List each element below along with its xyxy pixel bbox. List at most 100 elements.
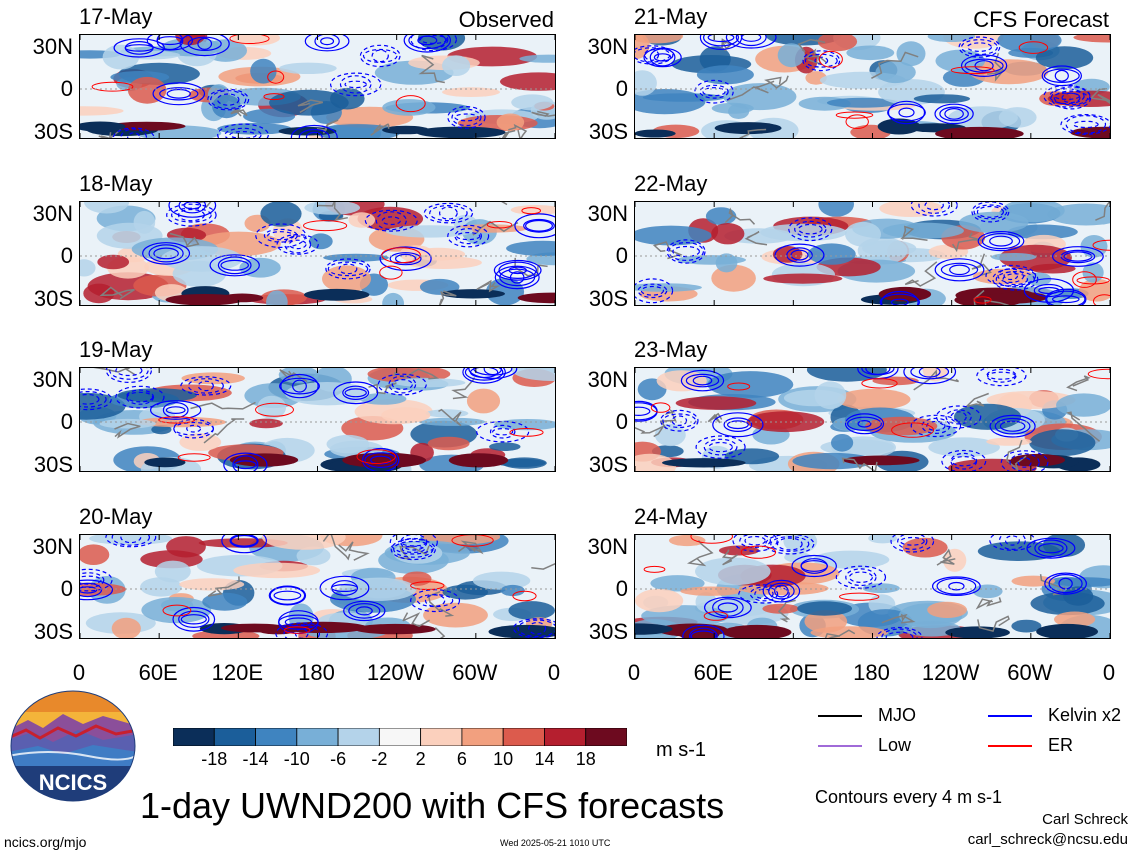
colorbar-tick-label: -6	[330, 749, 347, 769]
latitude-label: 0	[60, 76, 73, 101]
contour-note: Contours every 4 m s-1	[815, 787, 1003, 807]
longitude-label: 180	[853, 660, 890, 685]
latitude-label: 30N	[587, 367, 628, 392]
colorbar-tick-label: 6	[456, 749, 467, 769]
svg-text:NCICS: NCICS	[39, 770, 107, 795]
legend-swatch	[818, 745, 862, 747]
latitude-label: 30N	[587, 34, 628, 59]
colorbar-tick-label: 14	[534, 749, 555, 769]
panel-date: 23-May	[634, 337, 708, 362]
panel-date: 20-May	[79, 504, 153, 529]
latitude-label: 30N	[32, 534, 73, 559]
wind-map	[80, 35, 555, 138]
latitude-label: 0	[615, 243, 628, 268]
map-panel-24-may	[634, 534, 1111, 639]
main-title: 1-day UWND200 with CFS forecasts	[140, 785, 725, 826]
latitude-label: 30S	[33, 286, 73, 311]
wind-map	[80, 368, 555, 471]
wind-map	[635, 202, 1110, 305]
legend-swatch	[988, 745, 1032, 747]
latitude-label: 30S	[588, 452, 628, 477]
panel-date: 21-May	[634, 4, 708, 29]
wind-map	[80, 202, 555, 305]
map-panel-18-may	[79, 201, 556, 306]
author-name: Carl Schreck	[1042, 811, 1128, 828]
latitude-label: 30N	[587, 201, 628, 226]
colorbar-swatch	[213, 727, 256, 747]
longitude-label: 120W	[921, 660, 980, 685]
map-panel-22-may	[634, 201, 1111, 306]
colorbar-swatches	[172, 727, 628, 747]
legend-swatch	[818, 715, 862, 717]
longitude-label: 120W	[366, 660, 425, 685]
latitude-label: 0	[615, 76, 628, 101]
map-panel-19-may	[79, 367, 556, 472]
timestamp: Wed 2025-05-21 1010 UTC	[500, 838, 611, 848]
longitude-label: 60E	[138, 660, 178, 685]
colorbar-units: m s-1	[656, 739, 706, 761]
panel-source-label: Observed	[458, 7, 554, 32]
wind-map	[635, 35, 1110, 138]
latitude-label: 30S	[33, 119, 73, 144]
longitude-label: 120E	[766, 660, 819, 685]
map-panel-17-may	[79, 34, 556, 139]
panel-date: 18-May	[79, 171, 153, 196]
latitude-label: 30N	[587, 534, 628, 559]
longitude-label: 0	[547, 660, 561, 685]
longitude-label: 120E	[211, 660, 264, 685]
colorbar	[172, 727, 628, 747]
latitude-label: 30S	[588, 286, 628, 311]
longitude-label: 180	[298, 660, 335, 685]
colorbar-tick-label: 10	[493, 749, 514, 769]
colorbar-swatch	[337, 727, 380, 747]
panel-date: 17-May	[79, 4, 153, 29]
colorbar-swatch	[296, 727, 339, 747]
map-panel-21-may	[634, 34, 1111, 139]
panel-date: 19-May	[79, 337, 153, 362]
legend-label: ER	[1048, 735, 1074, 755]
colorbar-tick-label: -18	[201, 749, 228, 769]
latitude-label: 30S	[33, 619, 73, 644]
longitude-label: 0	[627, 660, 641, 685]
latitude-label: 0	[615, 576, 628, 601]
legend-label: MJO	[878, 705, 916, 725]
latitude-label: 30S	[588, 619, 628, 644]
panel-date: 24-May	[634, 504, 708, 529]
map-panel-20-may	[79, 534, 556, 639]
latitude-label: 30N	[32, 34, 73, 59]
latitude-label: 30S	[588, 119, 628, 144]
longitude-label: 0	[1102, 660, 1116, 685]
colorbar-swatch	[502, 727, 545, 747]
colorbar-tick-label: 2	[415, 749, 426, 769]
colorbar-swatch	[255, 727, 298, 747]
latitude-label: 30N	[32, 201, 73, 226]
wind-map	[635, 535, 1110, 638]
wind-map	[80, 535, 555, 638]
author-email: carl_schreck@ncsu.edu	[967, 831, 1128, 848]
longitude-label: 60E	[693, 660, 733, 685]
legend-label: Low	[878, 735, 912, 755]
colorbar-tick-label: -2	[371, 749, 388, 769]
latitude-label: 0	[60, 576, 73, 601]
colorbar-swatch	[461, 727, 504, 747]
website-link[interactable]: ncics.org/mjo	[4, 834, 87, 850]
longitude-label: 60W	[1007, 660, 1053, 685]
colorbar-swatch	[585, 727, 628, 747]
legend-swatch	[988, 715, 1032, 717]
ncics-logo: NCICS	[8, 690, 138, 802]
colorbar-tick-label: -10	[283, 749, 310, 769]
panel-date: 22-May	[634, 171, 708, 196]
panel-source-label: CFS Forecast	[973, 7, 1109, 32]
wind-map	[635, 368, 1110, 471]
colorbar-tick-label: 18	[575, 749, 596, 769]
colorbar-swatch	[544, 727, 587, 747]
legend-label: Kelvin x2	[1048, 705, 1122, 725]
longitude-label: 60W	[452, 660, 498, 685]
longitude-label: 0	[72, 660, 86, 685]
map-panel-23-may	[634, 367, 1111, 472]
colorbar-swatch	[420, 727, 463, 747]
latitude-label: 30S	[33, 452, 73, 477]
latitude-label: 0	[615, 409, 628, 434]
colorbar-swatch	[378, 727, 422, 747]
latitude-label: 0	[60, 409, 73, 434]
